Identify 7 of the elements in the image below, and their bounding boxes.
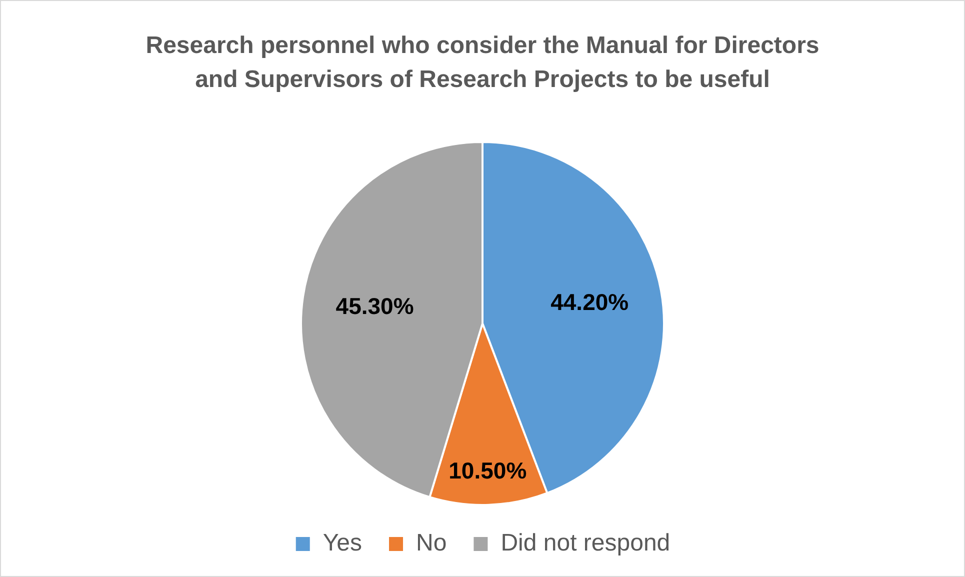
data-label: 44.20% — [550, 289, 629, 316]
legend-label: No — [416, 530, 447, 557]
chart-title: Research personnel who consider the Manual for Directors and Supervisors of Research Projects to be useful — [144, 31, 820, 95]
data-label: 45.30% — [336, 292, 414, 319]
legend-label: Did not respond — [500, 530, 670, 557]
legend-label: Yes — [322, 530, 362, 557]
data-label: 10.50% — [448, 458, 527, 484]
